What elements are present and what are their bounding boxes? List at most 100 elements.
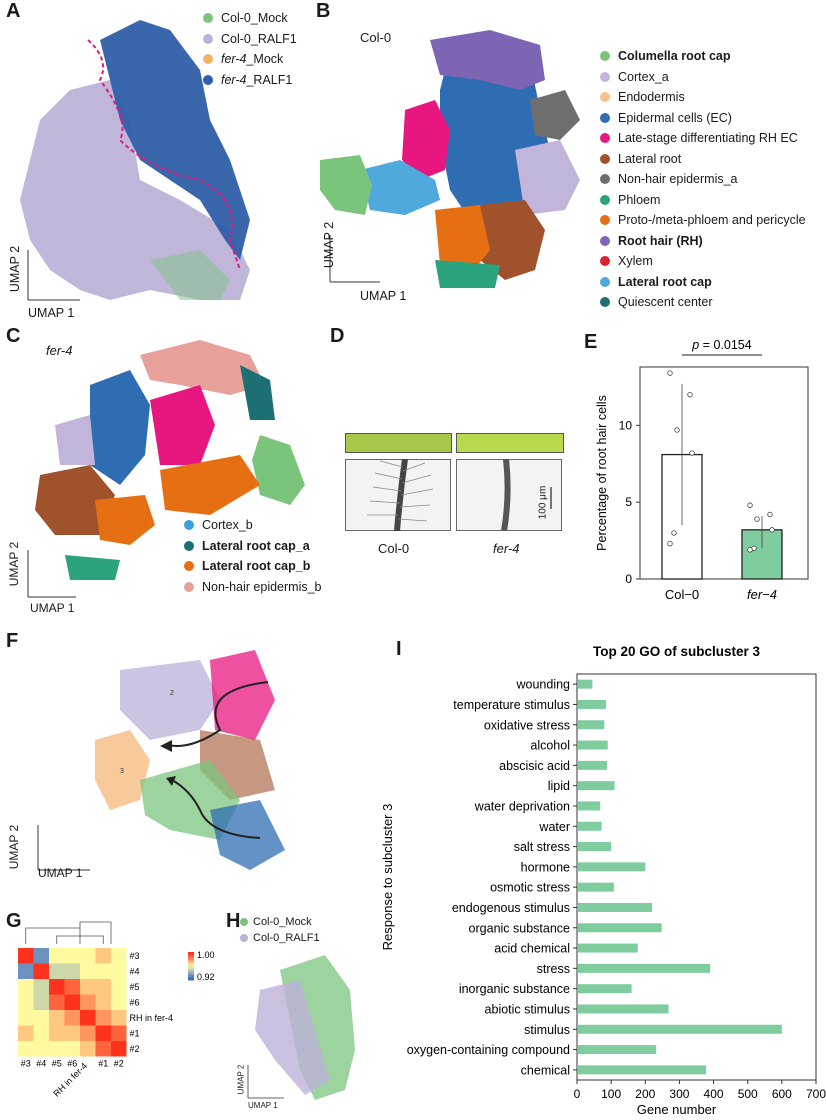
panel-i-letter: I <box>396 638 402 660</box>
panel-d-letter: D <box>330 325 345 347</box>
panel-b-legend: Columella root cap Cortex_a Endodermis Epid… <box>600 46 806 313</box>
heatmap-cell <box>33 1025 49 1041</box>
bar <box>578 1024 782 1034</box>
bar <box>578 1045 657 1055</box>
bar <box>578 821 602 831</box>
color-scale-max: 1.00 <box>197 950 215 960</box>
panel-e: E 0 5 10 Percentage of root hair cells Col−0… <box>580 325 826 625</box>
legend-item: Quiescent center <box>600 292 806 313</box>
panel-e-letter: E <box>584 331 598 353</box>
heatmap-cell <box>111 994 127 1010</box>
heatmap-cell <box>64 1010 80 1026</box>
legend-swatch <box>184 581 194 592</box>
x-tick-label: 0 <box>574 1087 581 1101</box>
heatmap-cell <box>49 1010 65 1026</box>
umap-cluster-lateral-root <box>35 465 115 535</box>
bar <box>578 923 662 933</box>
row-label: #3 <box>130 951 140 961</box>
color-scale-step <box>188 954 194 959</box>
subcluster-2-region <box>120 660 220 740</box>
legend-item: Lateral root cap_b <box>184 556 322 577</box>
bar <box>578 963 711 973</box>
heatmap-cell <box>80 1025 96 1041</box>
heatmap-g: #3#4#5#6RH in fer-4#1#2#3 #4 #5 #6RH in fer… <box>18 921 215 1099</box>
col-label: #2 <box>114 1059 124 1069</box>
umap-cluster-nonhair-a <box>530 90 580 140</box>
umap-cluster-root-hair <box>430 30 545 90</box>
panel-b-umap <box>320 30 580 288</box>
heatmap-cell <box>18 979 34 995</box>
col-label: #4 <box>36 1059 46 1069</box>
legend-label: Proto-/meta-phloem and pericycle <box>618 213 806 228</box>
heatmap-cell <box>95 963 111 979</box>
heatmap-cell <box>64 948 80 964</box>
panel-a: A Col-0_Mock Col-0_RALF1 fer-4 _Mock fer-… <box>0 0 310 320</box>
subcluster-6-region <box>210 650 275 740</box>
trajectory-arrow-lower <box>171 779 261 839</box>
data-point <box>747 502 753 508</box>
legend-item: Col-0_RALF1 <box>240 930 320 946</box>
color-scale-step <box>188 971 194 975</box>
color-scale-min: 0.92 <box>197 972 215 982</box>
umap-cluster-late-rh <box>402 100 450 180</box>
heatmap-cell <box>33 1041 49 1057</box>
p-symbol: p <box>691 338 699 352</box>
legend-label: Root hair (RH) <box>618 233 703 248</box>
panel-b-letter: B <box>316 0 331 22</box>
umap-cluster-fer4-ralf1 <box>100 20 250 260</box>
bar <box>578 862 646 872</box>
p-value-text: = 0.0154 <box>699 338 752 352</box>
plot-frame <box>639 366 809 580</box>
axis-label-x: UMAP 1 <box>248 1101 278 1110</box>
panel-g-letter: G <box>6 910 22 932</box>
p-value: p = 0.0154 <box>691 338 751 352</box>
bar <box>578 760 608 770</box>
legend-item: Col-0_Mock <box>203 8 297 29</box>
legend-item: fer-4 _Mock <box>203 49 297 70</box>
panel-c-legend: Cortex_b Lateral root cap_a Lateral root c… <box>184 515 322 597</box>
plot-frame <box>576 673 817 1081</box>
chart-title: Top 20 GO of subcluster 3 <box>593 644 761 659</box>
col-label: #5 <box>52 1059 62 1069</box>
bar <box>578 720 605 730</box>
heatmap-cell <box>33 1010 49 1026</box>
genotype-label-col0: Col-0 <box>378 541 410 556</box>
bar <box>578 781 615 791</box>
umap-cluster-ec <box>90 370 150 485</box>
y-tick-label: oxidative stress <box>484 718 570 732</box>
umap-boundary-line <box>87 39 241 271</box>
legend-swatch <box>600 92 610 103</box>
legend-label: Lateral root cap_b <box>202 559 311 574</box>
root-hair-micrograph-col0 <box>345 459 451 531</box>
bar <box>578 740 608 750</box>
genotype-label-fer4: fer-4 <box>493 541 520 556</box>
legend-item: Cortex_b <box>184 515 322 536</box>
row-label: #2 <box>130 1044 140 1054</box>
y-tick-label: abiotic stimulus <box>485 1002 570 1016</box>
heatmap-cell <box>49 948 65 964</box>
x-tick-label: 500 <box>738 1087 758 1101</box>
data-point <box>687 391 693 398</box>
color-scale-step <box>188 963 194 967</box>
x-tick-label: 200 <box>635 1087 655 1101</box>
seedling-image-col0 <box>345 433 452 453</box>
legend-swatch <box>600 51 610 62</box>
subcluster-label: 3 <box>120 768 124 775</box>
data-point <box>667 370 673 376</box>
data-point <box>769 527 775 533</box>
y-tick-label: organic substance <box>469 921 571 935</box>
legend-label: Endodermis <box>618 90 685 105</box>
heatmap-cell <box>49 1041 65 1057</box>
color-scale-step <box>188 952 194 956</box>
heatmap-cell <box>49 994 65 1010</box>
panel-h: H Col-0_Mock Col-0_RALF1 UMAP 2 UMAP 1 <box>220 900 380 1120</box>
data-point <box>667 540 673 547</box>
panel-f-letter: F <box>6 630 19 652</box>
x-tick-label: 400 <box>704 1087 724 1101</box>
legend-label: Lateral root cap <box>618 274 712 289</box>
legend-swatch <box>600 194 610 205</box>
legend-label: Epidermal cells (EC) <box>618 110 732 125</box>
heatmap-cell <box>80 979 96 995</box>
umap-cluster-lrc-b <box>160 455 260 515</box>
row-label: RH in fer-4 <box>130 1013 174 1023</box>
